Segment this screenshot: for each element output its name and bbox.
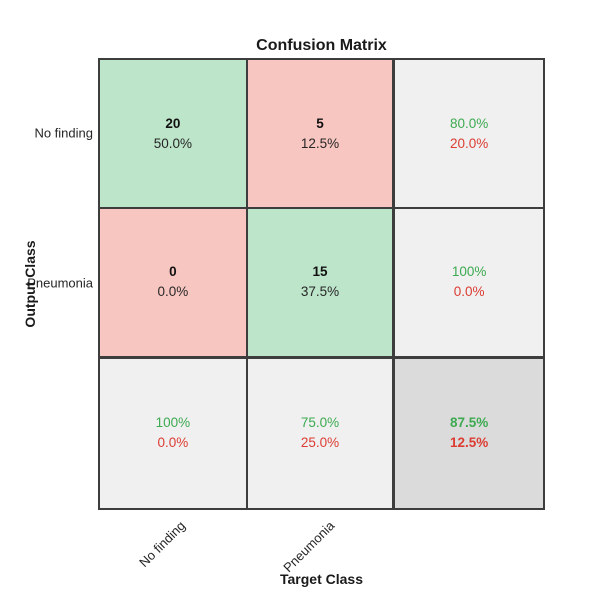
confusion-matrix-grid: 20 50.0% 5 12.5% 80.0% 20.0% 0 0.0% 15 3… <box>98 58 545 510</box>
cell-percent: 0.0% <box>157 284 189 300</box>
x-axis-tick-nofinding: No finding <box>136 518 189 571</box>
matrix-cell-r1c0-false-pneumonia: 0 0.0% <box>100 209 248 359</box>
chart-title: Confusion Matrix <box>256 37 387 54</box>
row-summary-nofinding: 80.0% 20.0% <box>395 60 543 210</box>
y-axis-label: Output Class <box>22 240 38 328</box>
column-summary-pneumonia: 75.0% 25.0% <box>247 358 396 508</box>
cell-count: 0 <box>169 264 177 280</box>
x-axis-tick-pneumonia: Pneumonia <box>280 518 338 576</box>
cell-incorrect-percent: 25.0% <box>300 435 340 451</box>
matrix-cell-r0c0-true-nofinding: 20 50.0% <box>100 60 248 210</box>
cell-incorrect-percent: 20.0% <box>450 135 489 151</box>
x-axis-label: Target Class <box>280 571 363 587</box>
y-axis-tick-nofinding: No finding <box>34 125 93 141</box>
cell-percent: 12.5% <box>300 135 340 151</box>
cell-correct-percent: 75.0% <box>300 415 340 431</box>
overall-error-percent: 12.5% <box>450 435 489 451</box>
cell-incorrect-percent: 0.0% <box>453 284 485 300</box>
overall-accuracy-percent: 87.5% <box>450 415 489 431</box>
column-summary-nofinding: 100% 0.0% <box>100 358 248 508</box>
cell-count: 15 <box>312 264 328 280</box>
matrix-cell-r1c1-true-pneumonia: 15 37.5% <box>247 209 396 359</box>
cell-percent: 50.0% <box>153 135 192 151</box>
y-axis-tick-pneumonia: Pneumonia <box>27 275 93 291</box>
cell-percent: 37.5% <box>300 284 340 300</box>
row-summary-pneumonia: 100% 0.0% <box>395 209 543 359</box>
matrix-cell-r0c1-false-nofinding: 5 12.5% <box>247 60 396 210</box>
cell-count: 20 <box>165 115 181 131</box>
cell-correct-percent: 100% <box>451 264 487 280</box>
cell-correct-percent: 80.0% <box>450 115 489 131</box>
cell-count: 5 <box>316 115 324 131</box>
cell-incorrect-percent: 0.0% <box>157 435 189 451</box>
overall-accuracy-cell: 87.5% 12.5% <box>395 358 543 508</box>
cell-correct-percent: 100% <box>155 415 191 431</box>
